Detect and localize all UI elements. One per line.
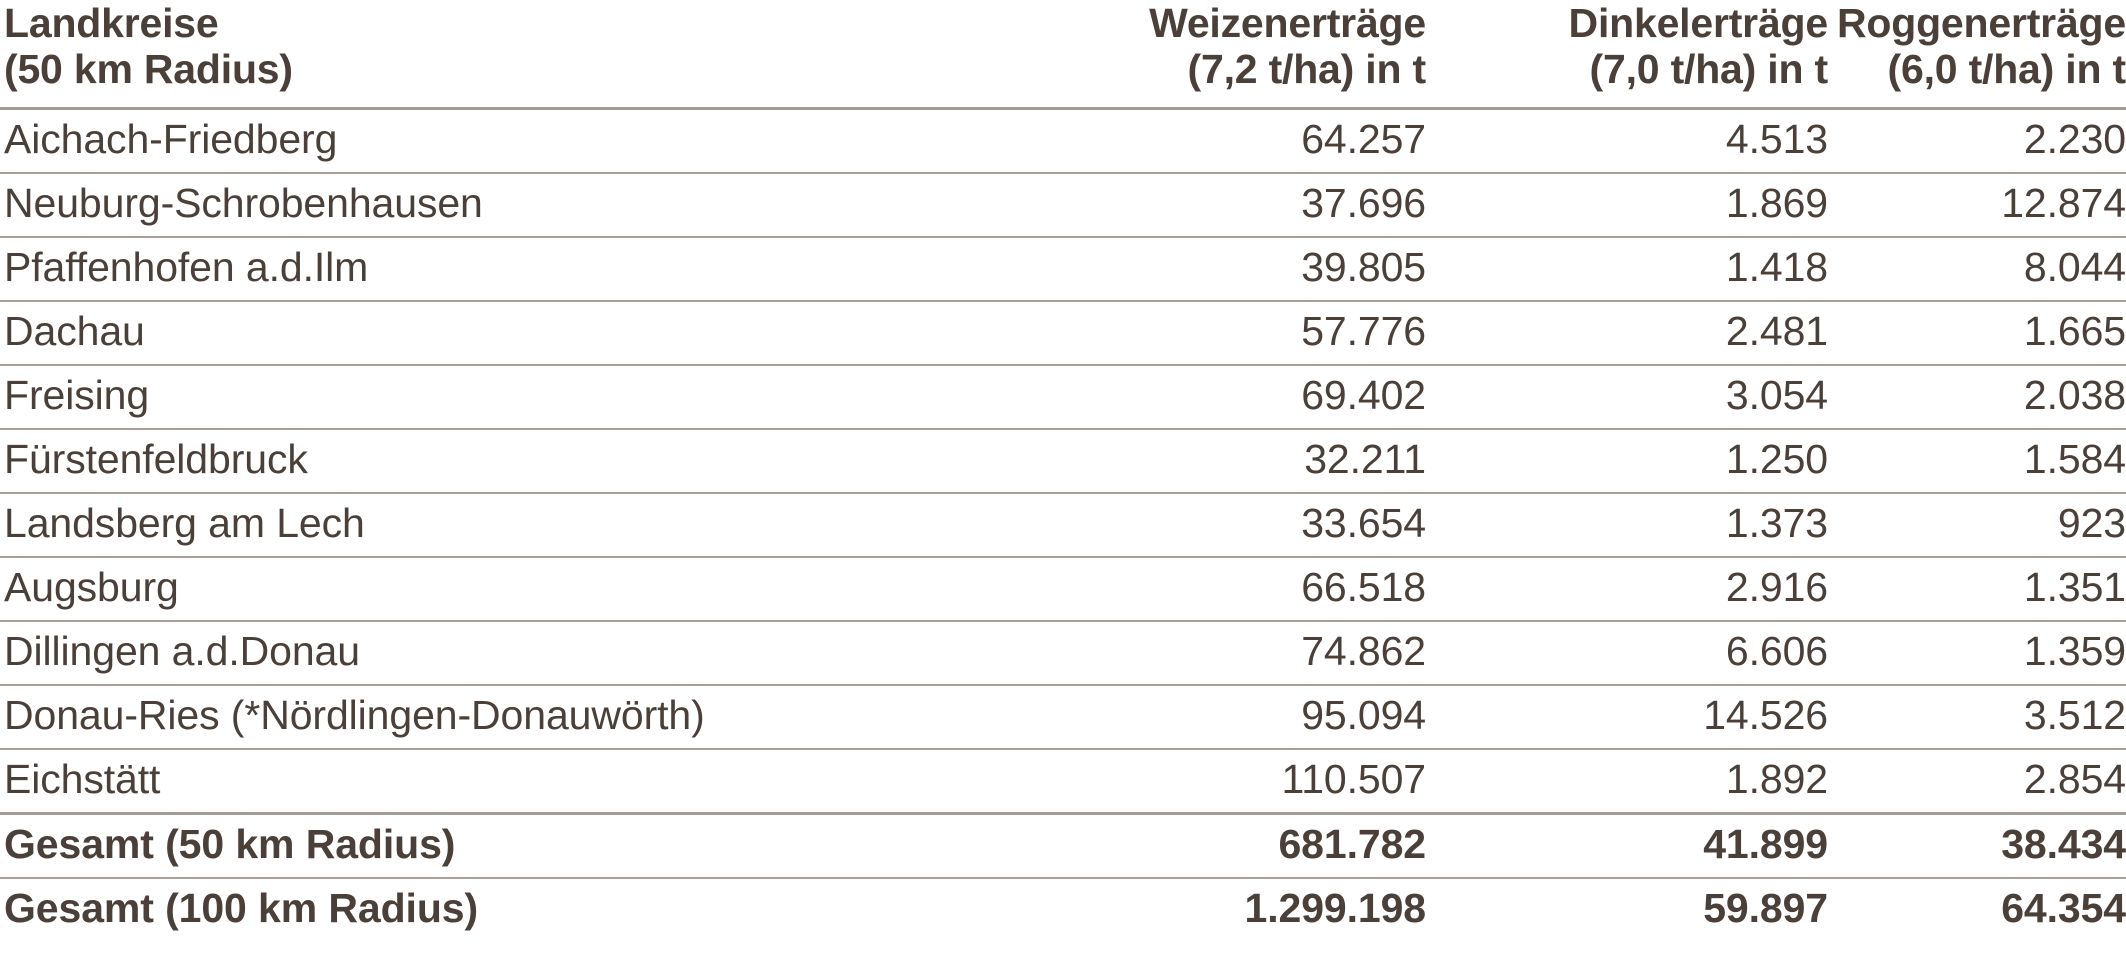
column-header-weizenertraege-line2: (7,2 t/ha) in t [1187, 46, 1427, 93]
column-header-dinkelertraege: Dinkelerträge (7,0 t/ha) in t [1426, 0, 1829, 110]
district-name: Augsburg [0, 556, 1026, 622]
yield-wheat: 32.211 [1026, 428, 1426, 494]
district-name: Dillingen a.d.Donau [0, 620, 1026, 686]
yield-spelt: 1.892 [1426, 748, 1828, 815]
table-row: Donau-Ries (*Nördlingen-Donauwörth) 95.09… [0, 684, 2126, 750]
yield-spelt: 3.054 [1426, 364, 1828, 430]
table-total-row: Gesamt (50 km Radius) 681.782 41.899 38.434 [0, 811, 2126, 879]
table-header-row: Landkreise (50 km Radius) Weizenerträge … [0, 0, 2126, 110]
table-row: Freising 69.402 3.054 2.038 [0, 364, 2126, 430]
district-name: Landsberg am Lech [0, 492, 1026, 558]
district-name: Pfaffenhofen a.d.Ilm [0, 236, 1026, 302]
table-row: Dachau 57.776 2.481 1.665 [0, 300, 2126, 366]
column-header-weizenertraege-line1: Weizenerträge [1149, 0, 1426, 46]
crop-yield-table: Landkreise (50 km Radius) Weizenerträge … [0, 0, 2126, 941]
yield-wheat: 64.257 [1026, 108, 1426, 174]
table-row: Aichach-Friedberg 64.257 4.513 2.230 [0, 108, 2126, 174]
yield-spelt: 2.916 [1426, 556, 1828, 622]
column-header-weizenertraege: Weizenerträge (7,2 t/ha) in t [1026, 0, 1427, 110]
yield-wheat: 66.518 [1026, 556, 1426, 622]
yield-wheat: 110.507 [1026, 748, 1426, 815]
table-row: Dillingen a.d.Donau 74.862 6.606 1.359 [0, 620, 2126, 686]
yield-rye: 12.874 [1828, 172, 2126, 238]
yield-wheat: 69.402 [1026, 364, 1426, 430]
district-name: Neuburg-Schrobenhausen [0, 172, 1026, 238]
yield-spelt: 2.481 [1426, 300, 1828, 366]
yield-rye: 1.665 [1828, 300, 2126, 366]
table-total-row: Gesamt (100 km Radius) 1.299.198 59.897 64.… [0, 878, 2126, 941]
district-name: Donau-Ries (*Nördlingen-Donauwörth) [0, 684, 1026, 750]
total-label: Gesamt (50 km Radius) [0, 811, 1026, 879]
yield-wheat: 57.776 [1026, 300, 1426, 366]
column-header-landkreise: Landkreise (50 km Radius) [0, 0, 1026, 110]
yield-rye: 8.044 [1828, 236, 2126, 302]
table-row: Fürstenfeldbruck 32.211 1.250 1.584 [0, 428, 2126, 494]
column-header-landkreise-line2: (50 km Radius) [4, 46, 293, 93]
column-header-dinkelertraege-line2: (7,0 t/ha) in t [1589, 46, 1829, 93]
yield-rye: 3.512 [1828, 684, 2126, 750]
total-rye: 38.434 [1828, 811, 2126, 879]
district-name: Freising [0, 364, 1026, 430]
column-header-roggenertraege-line2: (6,0 t/ha) in t [1887, 46, 2126, 93]
total-wheat: 1.299.198 [1244, 885, 1427, 932]
table-row: Neuburg-Schrobenhausen 37.696 1.869 12.874 [0, 172, 2126, 238]
table-body: Aichach-Friedberg 64.257 4.513 2.230 Neuburg… [0, 108, 2126, 941]
yield-wheat: 95.094 [1026, 684, 1426, 750]
district-name: Eichstätt [0, 748, 1026, 815]
district-name: Dachau [0, 300, 1026, 366]
column-header-roggenertraege: Roggenerträge (6,0 t/ha) in t [1828, 0, 2126, 110]
yield-spelt: 1.373 [1426, 492, 1828, 558]
yield-rye: 2.038 [1828, 364, 2126, 430]
total-rye: 64.354 [2001, 885, 2126, 932]
yield-spelt: 1.869 [1426, 172, 1828, 238]
total-spelt: 41.899 [1426, 811, 1828, 879]
column-header-roggenertraege-line1: Roggenerträge [1836, 0, 2126, 46]
yield-wheat: 37.696 [1026, 172, 1426, 238]
yield-rye: 923 [1828, 492, 2126, 558]
yield-spelt: 4.513 [1426, 108, 1828, 174]
yield-spelt: 1.418 [1426, 236, 1828, 302]
table-header: Landkreise (50 km Radius) Weizenerträge … [0, 0, 2126, 110]
yield-wheat: 33.654 [1026, 492, 1426, 558]
yield-spelt: 14.526 [1426, 684, 1828, 750]
total-spelt: 59.897 [1703, 885, 1828, 932]
column-header-dinkelertraege-line1: Dinkelerträge [1568, 0, 1829, 46]
table-row: Eichstätt 110.507 1.892 2.854 [0, 748, 2126, 815]
total-wheat: 681.782 [1026, 811, 1426, 879]
yield-wheat: 39.805 [1026, 236, 1426, 302]
yield-rye: 1.584 [1828, 428, 2126, 494]
column-header-landkreise-line1: Landkreise [4, 0, 219, 46]
yield-rye: 1.351 [1828, 556, 2126, 622]
yield-spelt: 1.250 [1426, 428, 1828, 494]
district-name: Aichach-Friedberg [0, 108, 1026, 174]
yield-wheat: 74.862 [1026, 620, 1426, 686]
total-label: Gesamt (100 km Radius) [4, 885, 479, 932]
yield-rye: 2.230 [1828, 108, 2126, 174]
yield-rye: 1.359 [1828, 620, 2126, 686]
yield-spelt: 6.606 [1426, 620, 1828, 686]
table-row: Pfaffenhofen a.d.Ilm 39.805 1.418 8.044 [0, 236, 2126, 302]
table-row: Augsburg 66.518 2.916 1.351 [0, 556, 2126, 622]
table-row: Landsberg am Lech 33.654 1.373 923 [0, 492, 2126, 558]
district-name: Fürstenfeldbruck [0, 428, 1026, 494]
yield-rye: 2.854 [1828, 748, 2126, 815]
